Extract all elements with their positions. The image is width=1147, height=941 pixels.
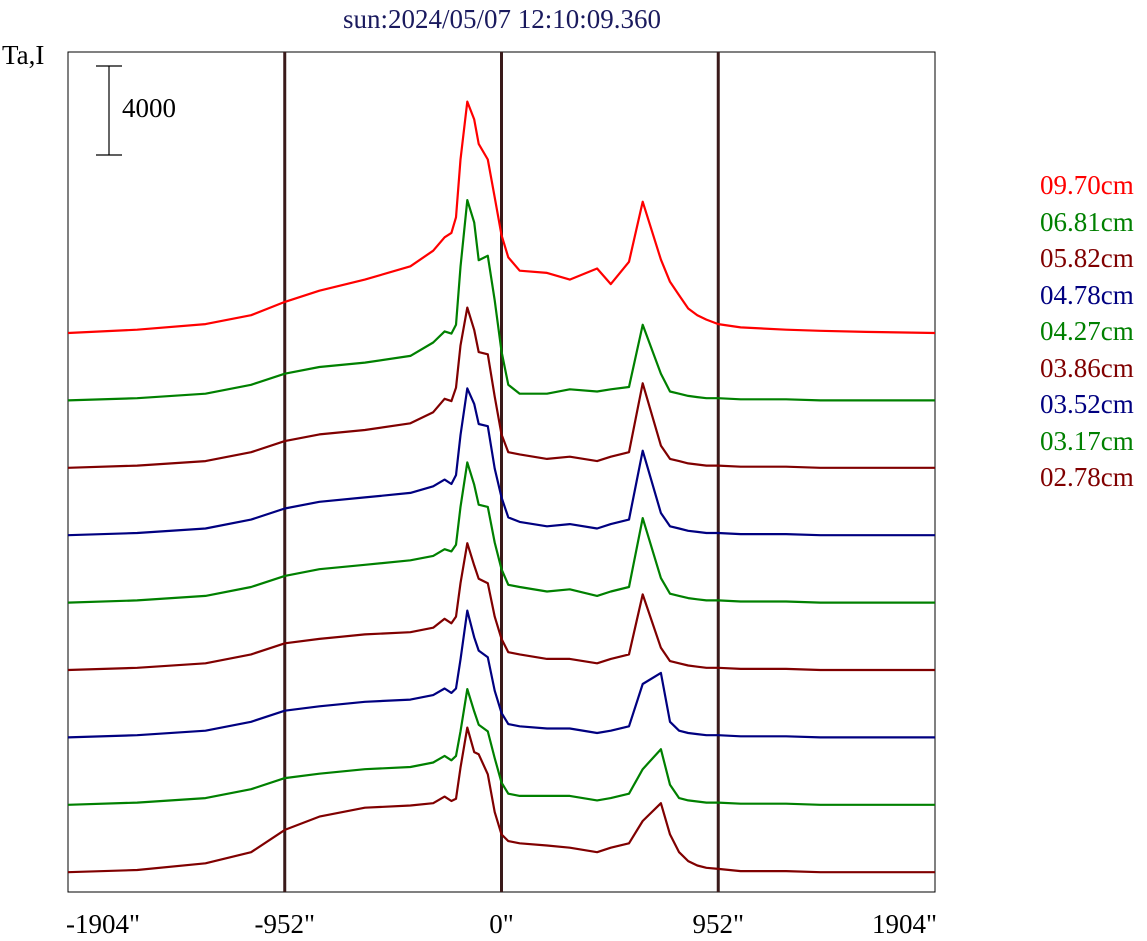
series-line-06.81cm	[67, 199, 935, 402]
legend-entry: 04.78cm	[1040, 279, 1134, 310]
legend-entry: 02.78cm	[1040, 462, 1134, 492]
legend-entry: 06.81cm	[1040, 206, 1134, 237]
x-tick-labels: -1904" -952" 0" 952" 1904"	[66, 909, 937, 939]
series-line-05.82cm	[67, 306, 935, 469]
legend-entry: 05.82cm	[1040, 243, 1134, 273]
x-tick-label: 952"	[692, 909, 744, 939]
x-tick-label: -952"	[254, 909, 315, 939]
scale-bar: 4000	[96, 65, 176, 156]
legend-entry: 03.17cm	[1040, 425, 1134, 456]
vertical-reference-lines	[283, 52, 720, 892]
legend-entry: 04.27cm	[1040, 316, 1134, 346]
x-tick-label: 0"	[489, 909, 514, 939]
x-tick-label: -1904"	[66, 909, 140, 939]
legend-entry: 03.52cm	[1040, 389, 1134, 419]
legend-entry: 03.86cm	[1040, 352, 1134, 383]
series-line-03.17cm	[67, 688, 935, 806]
series-line-04.27cm	[67, 461, 935, 604]
series-line-09.70cm	[67, 100, 936, 335]
y-axis-label: Ta,I	[2, 40, 44, 70]
legend-entry: 09.70cm	[1040, 170, 1134, 200]
series-line-03.86cm	[67, 542, 935, 672]
series-line-04.78cm	[67, 387, 935, 537]
series-line-03.52cm	[67, 609, 935, 739]
series-line-02.78cm	[67, 726, 935, 874]
chart-title: sun:2024/05/07 12:10:09.360	[343, 4, 661, 34]
x-tick-label: 1904"	[872, 909, 937, 939]
traces	[67, 100, 936, 874]
scale-bar-label: 4000	[122, 93, 176, 123]
